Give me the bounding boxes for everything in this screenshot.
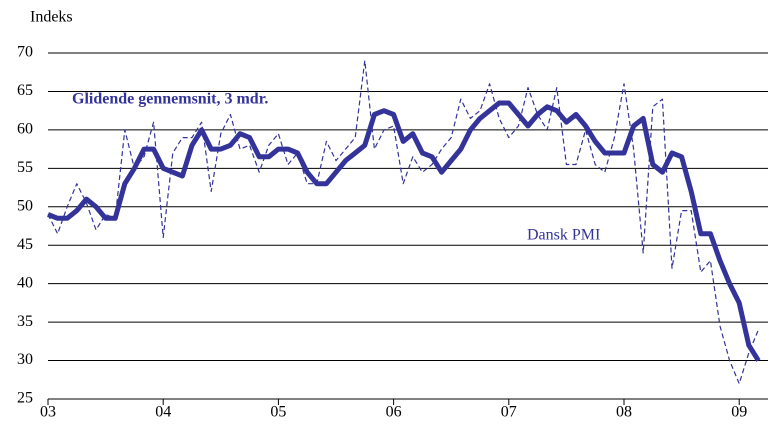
- x-tick-label: 05: [270, 404, 286, 421]
- y-tick-label: 50: [17, 197, 33, 214]
- x-tick-label: 03: [40, 404, 56, 421]
- x-tick-label: 07: [501, 404, 517, 421]
- y-tick-label: 25: [17, 390, 33, 407]
- y-tick-label: 45: [17, 236, 33, 253]
- y-tick-label: 35: [17, 313, 33, 330]
- y-axis-label: Indeks: [30, 9, 73, 26]
- x-tick-label: 06: [386, 404, 402, 421]
- ma-annotation: Glidende gennemsnit, 3 mdr.: [72, 91, 268, 108]
- x-tick-label: 09: [731, 404, 747, 421]
- y-tick-label: 55: [17, 159, 33, 176]
- pmi-annotation: Dansk PMI: [527, 227, 600, 244]
- y-tick-label: 30: [17, 351, 33, 368]
- x-tick-label: 04: [155, 404, 171, 421]
- y-tick-label: 60: [17, 121, 33, 138]
- x-tick-label: 08: [616, 404, 632, 421]
- y-tick-label: 70: [17, 44, 33, 61]
- series-line: [47, 100, 761, 362]
- series-line: [47, 60, 759, 385]
- y-tick-label: 65: [17, 82, 33, 99]
- y-tick-label: 40: [17, 274, 33, 291]
